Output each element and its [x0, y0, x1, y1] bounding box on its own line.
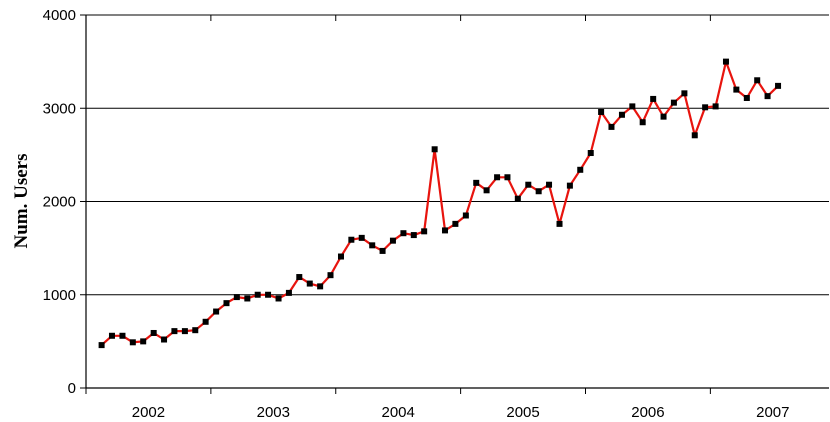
y-tick-label: 2000 — [43, 194, 76, 211]
data-point — [733, 86, 740, 93]
data-point — [254, 291, 261, 298]
data-point — [108, 332, 115, 339]
data-point — [504, 174, 511, 181]
x-axis-ticks: 2002 2003 2004 2005 2006 2007 — [85, 15, 789, 421]
data-point — [743, 94, 750, 101]
gridlines — [86, 14, 829, 296]
data-point — [171, 328, 178, 335]
data-point — [618, 111, 625, 118]
data-point — [462, 212, 469, 219]
x-tick-label: 2005 — [506, 404, 539, 421]
data-point — [494, 174, 501, 181]
data-point — [483, 187, 490, 194]
data-point — [556, 220, 563, 227]
data-point — [431, 146, 438, 153]
data-point — [639, 119, 646, 126]
y-axis-label: Num. Users — [11, 154, 32, 249]
data-point — [327, 272, 334, 279]
data-point — [598, 108, 605, 115]
data-point — [525, 181, 532, 188]
data-point — [119, 332, 126, 339]
data-point — [348, 236, 355, 243]
x-tick-label: 2004 — [381, 404, 414, 421]
data-point — [629, 103, 636, 110]
data-point — [670, 99, 677, 106]
data-point — [514, 195, 521, 202]
data-point — [140, 338, 147, 345]
data-point — [764, 93, 771, 100]
data-point — [775, 82, 782, 89]
data-point — [296, 274, 303, 281]
data-point — [702, 104, 709, 111]
data-point — [546, 181, 553, 188]
data-point — [400, 230, 407, 237]
data-point — [129, 339, 136, 346]
data-point — [233, 294, 240, 301]
data-point — [244, 295, 251, 302]
data-point — [98, 342, 105, 349]
data-point — [337, 253, 344, 260]
data-point — [452, 220, 459, 227]
y-tick-label: 1000 — [43, 287, 76, 304]
data-point — [421, 228, 428, 235]
data-point — [202, 318, 209, 325]
data-point — [306, 280, 313, 287]
x-tick-label: 2002 — [132, 404, 165, 421]
data-point — [473, 179, 480, 186]
data-point — [358, 234, 365, 241]
x-tick-label: 2007 — [756, 404, 789, 421]
data-point — [317, 283, 324, 290]
data-point — [754, 77, 761, 84]
data-point — [660, 113, 667, 120]
y-tick-label: 0 — [68, 380, 76, 397]
data-point — [681, 90, 688, 97]
data-series — [98, 58, 782, 349]
data-point — [275, 295, 282, 302]
data-point — [265, 291, 272, 298]
data-point — [213, 308, 220, 315]
data-point — [379, 247, 386, 254]
data-point — [577, 166, 584, 173]
data-point — [722, 58, 729, 65]
data-point — [285, 289, 292, 296]
y-tick-label: 3000 — [43, 100, 76, 117]
data-point — [181, 328, 188, 335]
y-tick-label: 4000 — [43, 7, 76, 24]
data-point — [535, 188, 542, 195]
data-point — [150, 329, 157, 336]
data-point — [369, 242, 376, 249]
x-tick-label: 2003 — [257, 404, 290, 421]
data-point — [608, 123, 615, 130]
data-point — [161, 336, 168, 343]
data-point — [442, 227, 449, 234]
data-point — [587, 150, 594, 157]
y-axis-ticks: 0 1000 2000 3000 4000 — [43, 7, 86, 397]
data-point — [712, 103, 719, 110]
x-tick-label: 2006 — [631, 404, 664, 421]
data-point — [650, 95, 657, 102]
data-point — [389, 237, 396, 244]
data-point — [566, 182, 573, 189]
data-point — [691, 132, 698, 139]
data-point — [192, 327, 199, 334]
data-point — [223, 300, 230, 307]
data-point — [410, 232, 417, 239]
